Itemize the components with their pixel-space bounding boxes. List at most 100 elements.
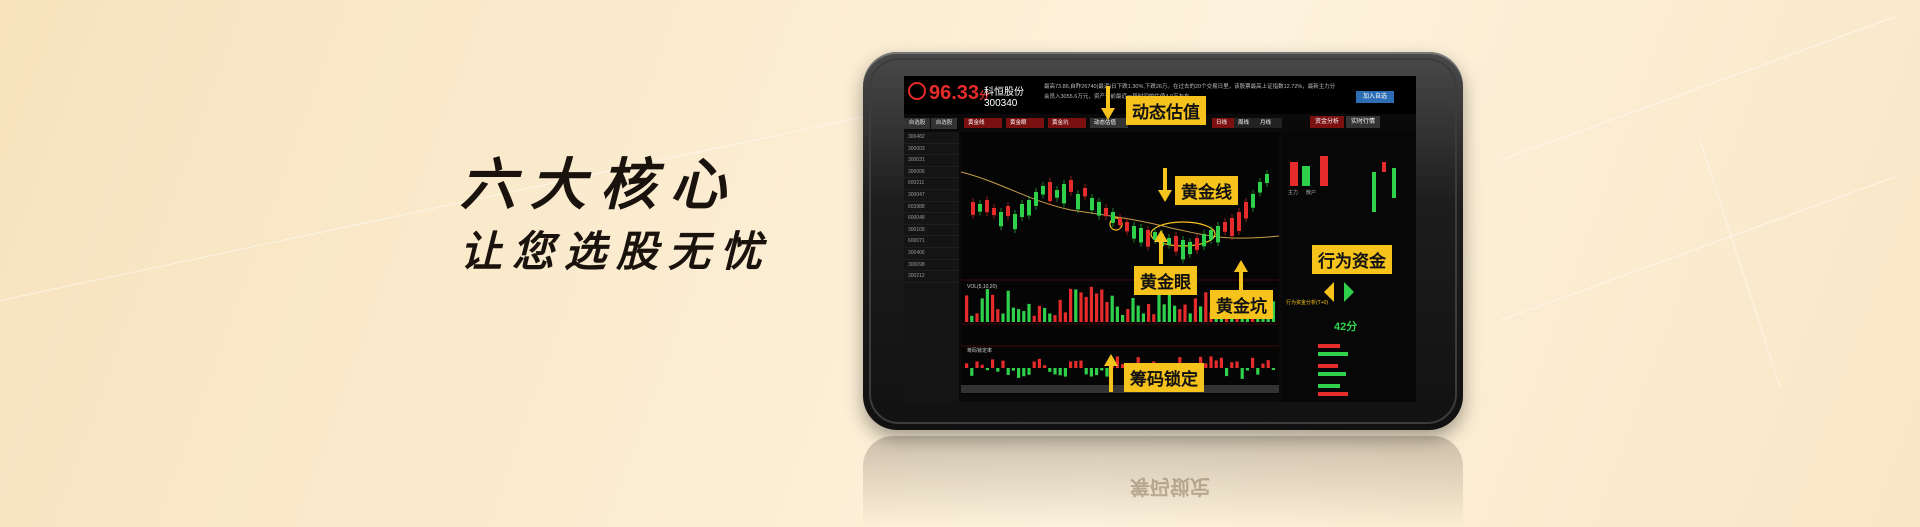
candle (1188, 242, 1192, 255)
stat-retail: 散户 (1306, 189, 1316, 196)
volume-bar (1084, 296, 1088, 322)
candle (1237, 212, 1241, 231)
candle (1020, 204, 1024, 217)
selector-golden-line[interactable]: 黄金线 (964, 118, 1002, 128)
selector-dynamic[interactable]: 动态估值 (1090, 118, 1128, 128)
arrow-up-icon (1234, 260, 1248, 290)
candle (999, 212, 1003, 227)
candle (978, 204, 982, 212)
tab-month[interactable]: 月线 (1256, 118, 1282, 128)
list-item[interactable]: 603988 (904, 202, 959, 214)
candle (1146, 230, 1150, 247)
tablet-reflection (863, 436, 1463, 527)
volume-bar (1048, 313, 1052, 322)
header-note-line2: 会员入3055.6万元，资产于前最近一段时间的估值4.0万左右 (1044, 94, 1190, 100)
volume-bar (985, 289, 989, 322)
add-watchlist-button[interactable]: 加入自选 (1356, 91, 1394, 103)
volume-bar (1178, 309, 1182, 322)
candle (1174, 236, 1178, 252)
list-item[interactable]: 300482 (904, 132, 959, 144)
tab-day[interactable]: 日线 (1212, 118, 1238, 128)
list-item[interactable]: 300212 (904, 271, 959, 283)
chip-bar (1006, 368, 1010, 375)
selector-golden-eye[interactable]: 黄金眼 (1006, 118, 1044, 128)
candle (1230, 218, 1234, 237)
tab-trend[interactable]: 自选股 (931, 118, 957, 129)
candle (1258, 182, 1262, 193)
chip-bar (1136, 357, 1140, 368)
chip-bar (1245, 368, 1249, 371)
chip-bar (1225, 368, 1229, 377)
candle (1111, 212, 1115, 223)
arrow-up-icon (1154, 230, 1168, 264)
chip-bar (1079, 360, 1083, 368)
candle (1027, 200, 1031, 216)
stock-list: 300482 300003 300031 300006 600211 300047 6039… (904, 132, 959, 402)
list-item[interactable]: 300406 (904, 248, 959, 260)
candle (971, 202, 975, 215)
candle (1153, 232, 1157, 240)
chip-bar (1115, 356, 1119, 368)
selector-golden-pit[interactable]: 黄金坑 (1048, 118, 1086, 128)
volume-bar (1095, 293, 1099, 322)
volume-bar (1204, 292, 1208, 322)
volume-bar (1121, 314, 1125, 322)
score-value: 96.33 (929, 82, 980, 104)
list-item[interactable]: 300003 (904, 144, 959, 156)
chip-bar (996, 368, 1000, 372)
candle (1132, 226, 1136, 239)
header-note-line1: 最高73.86,自昨26740(最近)日下跌1.30%,下跌26万。在过去的20… (1044, 84, 1336, 90)
volume-bar (1141, 313, 1145, 322)
volume-bar (996, 309, 1000, 322)
tab-realtime[interactable]: 实时行情 (1346, 116, 1380, 128)
list-item[interactable]: 300031 (904, 155, 959, 167)
chip-bar (1105, 368, 1109, 377)
volume-bar (980, 298, 984, 322)
candle (1069, 180, 1073, 192)
chip-bar (1271, 368, 1275, 371)
list-item[interactable]: 300047 (904, 190, 959, 202)
scroll-bar[interactable] (961, 385, 1279, 393)
stock-code: 300340 (984, 98, 1018, 109)
sidebar-tabs: 自选股 自选股 (904, 118, 959, 130)
volume-bar (1147, 303, 1151, 322)
candle (1251, 194, 1255, 208)
kline-chart: VOL(5,10,20) 筹码锁定率 (961, 132, 1279, 394)
volume-bar (1110, 295, 1114, 322)
list-item[interactable]: 300006 (904, 167, 959, 179)
candle (1118, 218, 1122, 226)
volume-bar (975, 313, 979, 322)
list-item[interactable]: 600071 (904, 236, 959, 248)
volume-bar (1173, 305, 1177, 322)
chip-bar (1069, 361, 1073, 368)
volume-bar (1089, 286, 1093, 322)
tab-fund-analysis[interactable]: 资金分析 (1310, 116, 1344, 128)
chip-bar (1235, 361, 1239, 368)
list-item[interactable]: 300109 (904, 225, 959, 237)
chip-bar (1251, 357, 1255, 368)
candle (1223, 222, 1227, 232)
volume-bar (1006, 290, 1010, 322)
volume-bar (1058, 299, 1062, 322)
volume-bar (1043, 307, 1047, 322)
list-item[interactable]: 600211 (904, 178, 959, 190)
volume-bar (1188, 313, 1192, 322)
list-item[interactable]: 300098 (904, 260, 959, 272)
chip-bar (1063, 368, 1067, 377)
tab-self-select[interactable]: 自选股 (904, 118, 930, 129)
chip-bar (1017, 368, 1021, 378)
candle (992, 208, 996, 216)
arrow-up-icon (1104, 354, 1118, 392)
list-item[interactable]: 600048 (904, 213, 959, 225)
chip-bar (1219, 357, 1223, 368)
candle (1209, 230, 1213, 240)
tab-week[interactable]: 周线 (1234, 118, 1260, 128)
volume-bar (1037, 305, 1041, 322)
volume-bar (1157, 288, 1161, 322)
chip-bar (1209, 356, 1213, 368)
candle (1202, 234, 1206, 247)
volume-bar (1011, 307, 1015, 322)
score-unit: 分 (979, 91, 990, 102)
candle (1062, 184, 1066, 204)
chip-bar (1022, 368, 1026, 377)
